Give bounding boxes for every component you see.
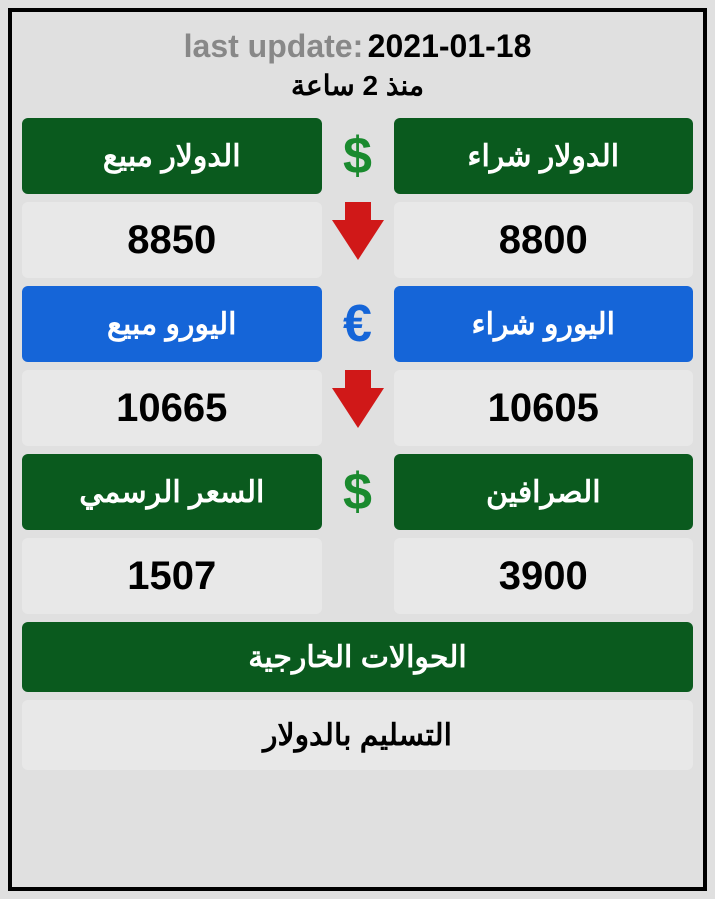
- app-frame: last update: 2021-01-18 منذ 2 ساعة الدول…: [8, 8, 707, 891]
- euro-sell-value: 10665: [22, 370, 322, 446]
- dollar-value-row: 8850 8800: [22, 202, 693, 278]
- official-spacer: [330, 538, 386, 614]
- footer-subtitle-row: التسليم بالدولار: [22, 700, 693, 770]
- euro-icon-cell: €: [330, 286, 386, 362]
- official-header-row: السعر الرسمي $ الصرافين: [22, 454, 693, 530]
- euro-header-row: اليورو مبيع € اليورو شراء: [22, 286, 693, 362]
- header: last update: 2021-01-18 منذ 2 ساعة: [22, 20, 693, 118]
- dollar-icon: $: [343, 126, 372, 186]
- exchangers-value: 3900: [394, 538, 694, 614]
- official-value-row: 1507 3900: [22, 538, 693, 614]
- exchangers-label: الصرافين: [394, 454, 694, 530]
- dollar-buy-label: الدولار شراء: [394, 118, 694, 194]
- euro-trend-cell: [330, 370, 386, 446]
- euro-icon: €: [343, 294, 372, 354]
- footer-title-row: الحوالات الخارجية: [22, 622, 693, 692]
- official-icon-cell: $: [330, 454, 386, 530]
- euro-buy-value: 10605: [394, 370, 694, 446]
- transfers-subtitle: التسليم بالدولار: [22, 700, 693, 770]
- dollar-sell-label: الدولار مبيع: [22, 118, 322, 194]
- dollar-header-row: الدولار مبيع $ الدولار شراء: [22, 118, 693, 194]
- time-ago: منذ 2 ساعة: [22, 69, 693, 102]
- euro-sell-label: اليورو مبيع: [22, 286, 322, 362]
- arrow-down-icon: [332, 220, 384, 260]
- euro-value-row: 10665 10605: [22, 370, 693, 446]
- arrow-down-icon: [332, 388, 384, 428]
- dollar-sell-value: 8850: [22, 202, 322, 278]
- update-date: 2021-01-18: [368, 28, 532, 64]
- official-rate-label: السعر الرسمي: [22, 454, 322, 530]
- transfers-title: الحوالات الخارجية: [22, 622, 693, 692]
- dollar-icon-cell: $: [330, 118, 386, 194]
- euro-buy-label: اليورو شراء: [394, 286, 694, 362]
- update-line: last update: 2021-01-18: [22, 28, 693, 65]
- dollar-buy-value: 8800: [394, 202, 694, 278]
- dollar-icon: $: [343, 462, 372, 522]
- update-prefix: last update:: [184, 28, 364, 64]
- official-rate-value: 1507: [22, 538, 322, 614]
- dollar-trend-cell: [330, 202, 386, 278]
